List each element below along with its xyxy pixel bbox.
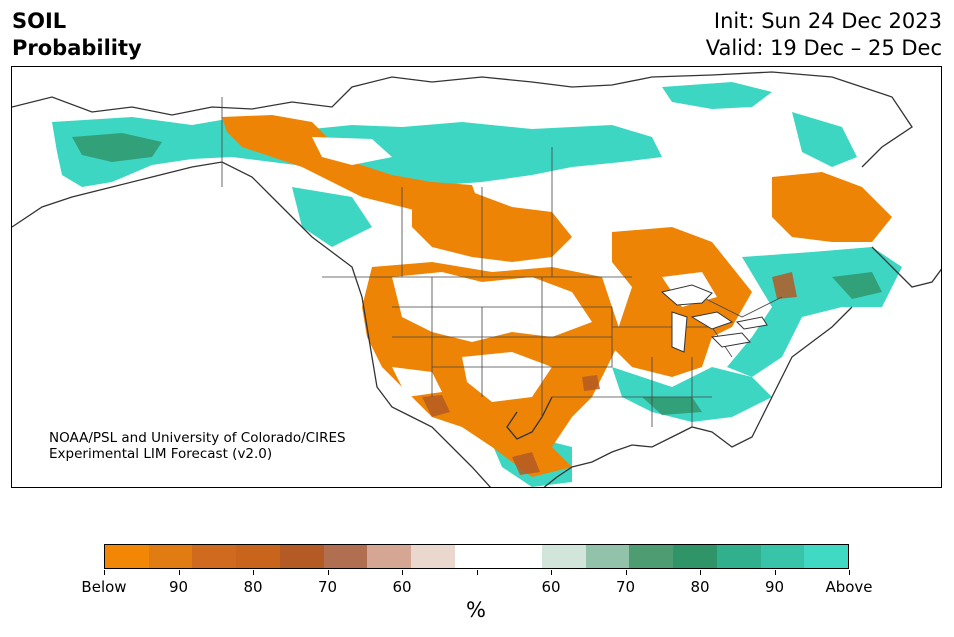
title-quantity: Probability	[12, 36, 142, 60]
map-canvas	[12, 71, 941, 487]
init-date: Init: Sun 24 Dec 2023	[713, 9, 942, 33]
colorbar-tick	[551, 570, 552, 575]
colorbar-tick-label: 60	[392, 578, 412, 596]
colorbar-segment	[804, 545, 848, 568]
data-credit: NOAA/PSL and University of Colorado/CIRE…	[49, 430, 346, 462]
valid-range: Valid: 19 Dec – 25 Dec	[705, 36, 942, 60]
colorbar-tick-label: 80	[243, 578, 263, 596]
colorbar-tick	[700, 570, 701, 575]
great-lakes	[660, 284, 768, 353]
colorbar-tick	[774, 570, 776, 575]
colorbar-tick-label: 90	[168, 578, 189, 596]
colorbar-unit: %	[466, 598, 486, 622]
colorbar-tick-label: 70	[317, 578, 338, 596]
colorbar-segment	[192, 545, 237, 568]
colorbar-tick-label: 90	[764, 578, 785, 596]
colorbar-tick-label: Below	[81, 578, 127, 596]
colorbar-segment	[367, 545, 411, 568]
colorbar-tick-label: Above	[825, 578, 873, 596]
colorbar-tick	[253, 570, 254, 575]
coastlines	[12, 71, 941, 487]
colorbar-tick	[625, 570, 627, 575]
colorbar-segment	[105, 545, 149, 568]
colorbar-tick	[327, 570, 329, 575]
colorbar-segment	[148, 545, 193, 568]
colorbar-segment	[236, 545, 280, 568]
colorbar-tick-label: 70	[615, 578, 636, 596]
probability-colorbar	[104, 544, 849, 569]
colorbar-segment	[760, 545, 805, 568]
colorbar-segment	[542, 545, 586, 568]
map-title: SOIL Probability	[12, 8, 142, 62]
colorbar-segment	[716, 545, 761, 568]
colorbar-segment	[498, 545, 543, 568]
above-normal-core	[72, 133, 882, 415]
colorbar-segment	[323, 545, 368, 568]
colorbar-segment	[410, 545, 455, 568]
colorbar-segment	[629, 545, 674, 568]
colorbar-segment	[585, 545, 630, 568]
colorbar-tick	[476, 570, 478, 575]
below-normal-core	[422, 272, 797, 475]
forecast-dates: Init: Sun 24 Dec 2023 Valid: 19 Dec – 25…	[706, 8, 942, 62]
colorbar-tick	[178, 570, 180, 575]
colorbar-segment	[454, 545, 499, 568]
colorbar-ticks	[104, 570, 850, 578]
colorbar-tick	[104, 570, 105, 575]
colorbar-tick-label: 60	[541, 578, 561, 596]
colorbar-tick-label: 80	[690, 578, 710, 596]
probability-map	[11, 66, 942, 488]
colorbar-segment	[279, 545, 324, 568]
colorbar-tick	[849, 570, 850, 575]
political-borders	[221, 97, 783, 427]
colorbar-tick	[402, 570, 403, 575]
colorbar-segment	[673, 545, 717, 568]
credit-line-1: NOAA/PSL and University of Colorado/CIRE…	[49, 430, 346, 446]
credit-line-2: Experimental LIM Forecast (v2.0)	[49, 446, 273, 462]
title-variable: SOIL	[12, 9, 67, 33]
